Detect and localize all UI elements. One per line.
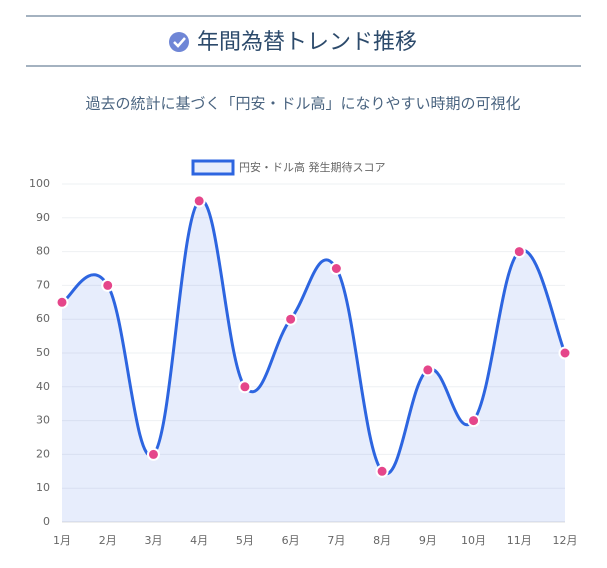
legend-label: 円安・ドル高 発生期待スコア (239, 160, 386, 174)
y-tick-label: 70 (36, 278, 50, 291)
point (467, 414, 481, 428)
y-tick-label: 10 (36, 481, 50, 494)
point (329, 262, 343, 275)
subtitle: 過去の統計に基づく「円安・ドル高」になりやすい時期の可視化 (85, 95, 520, 113)
point (238, 380, 252, 394)
y-tick-label: 80 (36, 245, 50, 258)
y-tick-label: 30 (36, 414, 50, 427)
point (375, 464, 389, 478)
point (284, 312, 298, 326)
point (192, 194, 206, 208)
check-mark (173, 37, 186, 48)
x-tick-label: 8月 (373, 534, 391, 547)
x-tick-label: 10月 (461, 534, 486, 547)
check-icon (169, 32, 189, 52)
point (146, 447, 160, 461)
x-tick-label: 11月 (507, 534, 532, 547)
y-tick-label: 60 (36, 312, 50, 325)
x-tick-label: 2月 (99, 534, 117, 547)
y-tick-label: 90 (36, 211, 50, 224)
x-tick-label: 6月 (282, 534, 300, 547)
y-tick-label: 40 (36, 380, 50, 393)
x-tick-label: 12月 (553, 534, 578, 547)
y-tick-label: 100 (29, 177, 50, 190)
y-tick-label: 50 (36, 346, 50, 359)
point (512, 245, 526, 259)
point (558, 346, 572, 360)
y-tick-label: 20 (36, 447, 50, 460)
area (62, 200, 565, 522)
point (421, 363, 435, 377)
x-tick-label: 4月 (190, 534, 208, 547)
legend-swatch (191, 159, 235, 176)
point (101, 278, 115, 292)
x-tick-label: 7月 (327, 534, 345, 547)
title: 年間為替トレンド推移 (197, 30, 417, 55)
x-tick-label: 9月 (419, 534, 437, 547)
x-tick-label: 1月 (53, 534, 71, 547)
y-tick-label: 0 (43, 515, 50, 528)
x-tick-label: 5月 (236, 534, 254, 547)
point (55, 295, 69, 309)
x-tick-label: 3月 (144, 534, 162, 547)
